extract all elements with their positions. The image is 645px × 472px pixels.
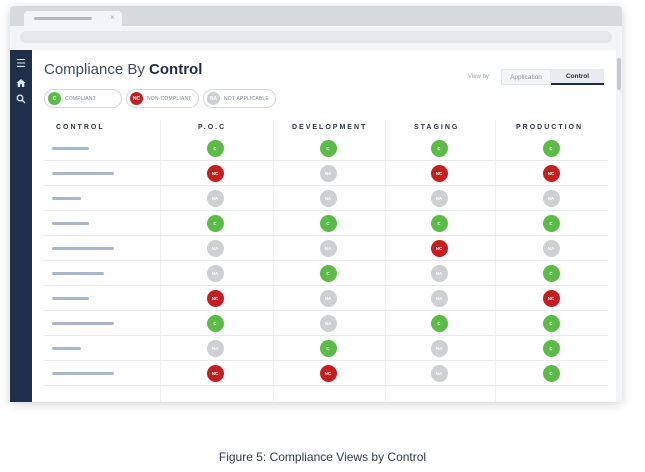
column-divider	[385, 120, 386, 402]
legend-non-compliant: NC NON-COMPLIANT	[126, 89, 199, 108]
table-row[interactable]: NA NA NA NA	[44, 186, 608, 211]
window-dot-yellow[interactable]	[594, 13, 600, 19]
status-badge: C	[319, 140, 337, 157]
status-badge: C	[430, 215, 448, 232]
control-name-placeholder	[52, 172, 114, 175]
status-badge: NA	[319, 240, 337, 257]
status-badge: C	[542, 340, 560, 357]
status-badge: NA	[430, 290, 448, 307]
window-dot-red[interactable]	[604, 13, 610, 19]
table-row[interactable]: NC NA NA NC	[44, 286, 608, 311]
control-name-placeholder	[52, 197, 81, 200]
main-content: Compliance By Control C COMPLIANT NC NON…	[32, 50, 616, 402]
table-row[interactable]: NA NA NC NA	[44, 236, 608, 261]
legend-label: COMPLIANT	[65, 95, 96, 102]
status-badge: C	[206, 140, 224, 157]
status-badge: C	[206, 315, 224, 332]
column-header-production: PRODUCTION	[516, 124, 584, 131]
page-title: Compliance By Control	[44, 61, 203, 78]
scroll-thumb[interactable]	[617, 58, 621, 90]
sidebar: ☰	[10, 50, 32, 402]
control-name-placeholder	[52, 347, 81, 350]
status-badge: C	[430, 315, 448, 332]
status-badge: NC	[206, 165, 224, 182]
status-badge: NC	[319, 365, 337, 382]
status-badge: NA	[206, 265, 224, 282]
control-name-placeholder	[52, 272, 104, 275]
status-badge: C	[319, 265, 337, 282]
view-application-button[interactable]: Application	[501, 69, 551, 85]
status-badge: NA	[319, 190, 337, 207]
legend-label: NOT APPLICABLE	[224, 95, 269, 102]
column-divider	[273, 120, 274, 402]
status-badge: NC	[430, 165, 448, 182]
status-badge: NA	[319, 290, 337, 307]
table-row[interactable]: NC NC NA C	[44, 361, 608, 386]
search-icon[interactable]	[15, 94, 27, 107]
figure-caption: Figure 5: Compliance Views by Control	[218, 450, 427, 464]
home-icon[interactable]	[15, 78, 27, 91]
table-row[interactable]: NC NA NC NC	[44, 161, 608, 186]
status-badge: C	[319, 340, 337, 357]
compliant-badge: C	[48, 92, 61, 105]
control-name-placeholder	[52, 147, 89, 150]
status-badge: NA	[542, 240, 560, 257]
status-badge: NC	[206, 290, 224, 307]
control-name-placeholder	[52, 247, 114, 250]
status-badge: NA	[206, 240, 224, 257]
status-badge: NA	[319, 315, 337, 332]
legend-not-applicable: NA NOT APPLICABLE	[203, 89, 276, 108]
control-name-placeholder	[52, 222, 89, 225]
status-badge: NA	[206, 340, 224, 357]
column-header-staging: STAGING	[414, 124, 460, 131]
tab-close-icon[interactable]: ×	[110, 13, 115, 22]
column-header-control: CONTROL	[56, 124, 105, 131]
status-badge: C	[542, 215, 560, 232]
column-header-development: DEVELOPMENT	[292, 124, 368, 131]
status-badge: C	[206, 215, 224, 232]
status-badge: C	[319, 215, 337, 232]
scrollbar[interactable]	[616, 50, 622, 402]
control-name-placeholder	[52, 322, 114, 325]
status-badge: C	[542, 315, 560, 332]
status-badge: C	[542, 365, 560, 382]
status-badge: NA	[430, 365, 448, 382]
status-badge: NC	[430, 240, 448, 257]
column-header-poc: P.O.C	[198, 124, 227, 131]
status-badge: NA	[542, 190, 560, 207]
view-by-label: View by:	[468, 74, 491, 80]
tab-title-placeholder	[34, 17, 92, 20]
status-badge: C	[542, 265, 560, 282]
status-badge: NA	[430, 265, 448, 282]
browser-titlebar: ×	[10, 6, 622, 26]
legend-compliant: C COMPLIANT	[44, 89, 122, 108]
status-badge: NC	[206, 365, 224, 382]
status-badge: NC	[542, 165, 560, 182]
status-badge: NA	[430, 340, 448, 357]
browser-tab[interactable]: ×	[24, 11, 122, 26]
legend-label: NON-COMPLIANT	[147, 95, 192, 102]
status-badge: NC	[542, 290, 560, 307]
status-badge: NA	[319, 165, 337, 182]
table-row[interactable]: NA C NA C	[44, 336, 608, 361]
view-control-button[interactable]: Control	[551, 69, 604, 85]
non-compliant-badge: NC	[130, 92, 143, 105]
status-badge: NA	[430, 190, 448, 207]
browser-window: × ☰ Compliance By Control C COMPLIANT NC…	[10, 6, 622, 402]
control-name-placeholder	[52, 372, 114, 375]
address-bar[interactable]	[20, 31, 612, 43]
column-divider	[495, 120, 496, 402]
menu-icon[interactable]: ☰	[16, 58, 26, 70]
table-row[interactable]: NA C NA C	[44, 261, 608, 286]
not-applicable-badge: NA	[207, 92, 220, 105]
status-badge: NA	[206, 190, 224, 207]
table-row[interactable]: C NA C C	[44, 311, 608, 336]
window-dot-green[interactable]	[584, 13, 590, 19]
control-name-placeholder	[52, 297, 89, 300]
column-divider	[160, 120, 161, 402]
status-badge: C	[430, 140, 448, 157]
status-badge: C	[542, 140, 560, 157]
